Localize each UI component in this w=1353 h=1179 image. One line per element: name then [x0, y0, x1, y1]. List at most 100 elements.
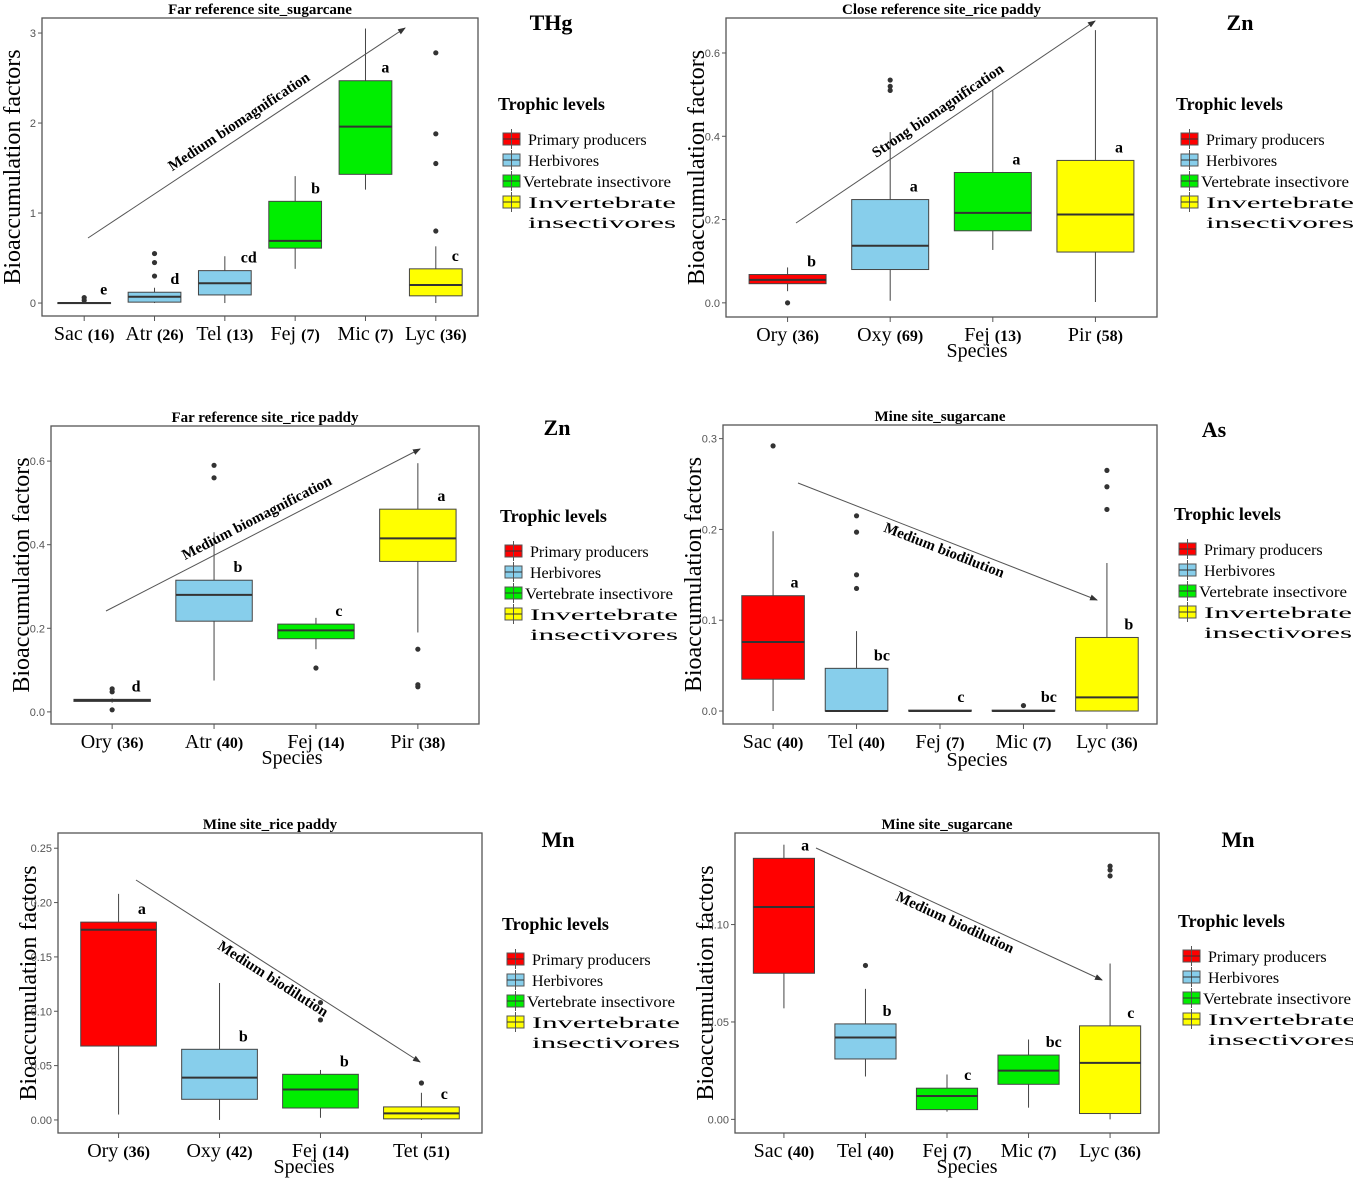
- outlier-point: [418, 1080, 425, 1086]
- legend-label: Herbivores: [1206, 153, 1277, 170]
- outlier-point: [887, 77, 893, 83]
- sample-size: (26): [157, 327, 184, 344]
- y-tick-label: 0.6: [705, 48, 720, 60]
- legend-label: Primary producers: [530, 544, 649, 561]
- legend-item: Vertebrate insectivore: [506, 991, 675, 1011]
- outlier-point: [1104, 467, 1110, 473]
- chart-title: Mine site_rice paddy: [203, 817, 338, 833]
- y-axis-label: Bioaccumulation factors: [681, 457, 707, 692]
- x-axis-label: Species: [261, 747, 322, 769]
- x-tick-label: Fej (7): [271, 323, 320, 345]
- legend-item: Herbivores: [502, 150, 599, 170]
- legend-label: insectivores: [1208, 1032, 1353, 1049]
- outlier-point: [887, 87, 893, 94]
- x-tick-label: Pir (38): [390, 731, 445, 753]
- y-axis-label: Bioaccumulation factors: [684, 50, 710, 285]
- legend-title: Trophic levels: [502, 914, 609, 934]
- chart-title: Mine site_sugarcane: [882, 817, 1013, 833]
- outlier-point: [784, 300, 791, 306]
- panel-3: Far reference site_rice paddy Zn Bioaccumu…: [9, 410, 678, 769]
- box-sac: e Sac (16): [54, 282, 115, 345]
- box: [752, 857, 815, 974]
- sample-size: (38): [419, 735, 446, 752]
- legend-item: Herbivores: [504, 562, 601, 582]
- legend-label: Primary producers: [1206, 132, 1325, 149]
- element-label: Mn: [1222, 827, 1255, 852]
- sample-size: (40): [217, 735, 244, 752]
- y-tick-label: 0.00: [708, 1114, 729, 1126]
- sample-size: (13): [995, 328, 1022, 345]
- species-name: Sac: [754, 1140, 788, 1162]
- sample-size: (36): [117, 735, 144, 752]
- legend-item: Invertebrate insectivores: [504, 604, 678, 644]
- legend-label: Primary producers: [1204, 542, 1323, 559]
- box: [408, 268, 463, 297]
- significance-letter: bc: [1046, 1034, 1062, 1051]
- box-fej: c Fej (7): [915, 1067, 979, 1162]
- sample-size: (40): [867, 1144, 894, 1161]
- box-tel: b Tel (40): [834, 962, 897, 1162]
- sample-size: (69): [897, 328, 924, 345]
- x-tick-label: Lyc (36): [405, 323, 467, 345]
- y-tick-label: 0.2: [702, 524, 717, 536]
- y-tick-label: 0.10: [708, 920, 729, 932]
- species-name: Pir: [390, 731, 418, 753]
- box-lyc: c Lyc (36): [405, 50, 467, 345]
- legend: Trophic levels Primary producers Herbivore…: [1176, 94, 1353, 232]
- legend-label: Primary producers: [1208, 949, 1327, 966]
- x-tick-label: Tel (40): [837, 1140, 894, 1162]
- species-name: Tel: [196, 323, 226, 345]
- box-lyc: c Lyc (36): [1079, 863, 1142, 1162]
- x-tick-label: Mic (7): [338, 323, 394, 345]
- species-name: Lyc: [1079, 1140, 1114, 1162]
- significance-letter: cd: [241, 250, 257, 267]
- x-tick-label: Fej (14): [287, 731, 344, 753]
- legend: Trophic levels Primary producers Herbivore…: [502, 914, 680, 1052]
- outlier-point: [853, 513, 860, 519]
- legend-label: insectivores: [528, 215, 676, 232]
- legend-label: insectivores: [532, 1035, 680, 1052]
- species-name: Mic: [996, 731, 1033, 753]
- legend-label: Herbivores: [528, 153, 599, 170]
- box-mic: bc Mic (7): [991, 689, 1057, 753]
- outlier-point: [887, 83, 893, 89]
- significance-letter: a: [1012, 151, 1020, 168]
- significance-letter: c: [441, 1086, 448, 1103]
- legend-item: Vertebrate insectivore: [1182, 988, 1351, 1008]
- sample-size: (14): [322, 1144, 349, 1161]
- significance-letter: a: [1115, 139, 1123, 156]
- y-tick-label: 0.3: [702, 434, 717, 446]
- outlier-point: [151, 250, 158, 257]
- sample-size: (40): [858, 735, 885, 752]
- box: [851, 199, 930, 271]
- x-tick-label: Fej (13): [964, 324, 1021, 346]
- significance-letter: a: [801, 837, 809, 854]
- legend-item: Herbivores: [1182, 967, 1279, 987]
- legend-label: Herbivores: [1208, 970, 1279, 987]
- x-axis-label: Species: [273, 1156, 334, 1178]
- legend-title: Trophic levels: [1178, 911, 1285, 931]
- panel-1: Far reference site_sugarcane THg Bioaccumu…: [0, 2, 676, 345]
- outlier-point: [862, 962, 869, 969]
- species-name: Mic: [338, 323, 375, 345]
- sample-size: (16): [88, 327, 115, 344]
- y-tick-label: 3: [30, 28, 36, 40]
- y-axis-label: Bioaccumulation factors: [693, 865, 719, 1100]
- species-name: Fej: [292, 1140, 323, 1162]
- species-name: Sac: [54, 323, 88, 345]
- outlier-point: [770, 443, 776, 449]
- trend-arrow: [135, 879, 421, 1063]
- outlier-point: [433, 228, 439, 234]
- x-tick-label: Sac (40): [754, 1140, 815, 1162]
- sample-size: (42): [226, 1144, 253, 1161]
- legend-item: Vertebrate insectivore: [1180, 171, 1349, 191]
- box-tel: bc Tel (40): [824, 513, 890, 753]
- legend-item: Primary producers: [506, 949, 651, 969]
- box: [175, 579, 253, 622]
- trend-arrow: [815, 847, 1103, 981]
- x-tick-label: Atr (26): [125, 323, 183, 345]
- box-fej: c Fej (7): [908, 689, 972, 753]
- legend-label: Vertebrate insectivore: [1199, 584, 1347, 601]
- y-axis-label: Bioaccumulation factors: [0, 49, 26, 284]
- legend-label: Invertebrate: [528, 195, 676, 212]
